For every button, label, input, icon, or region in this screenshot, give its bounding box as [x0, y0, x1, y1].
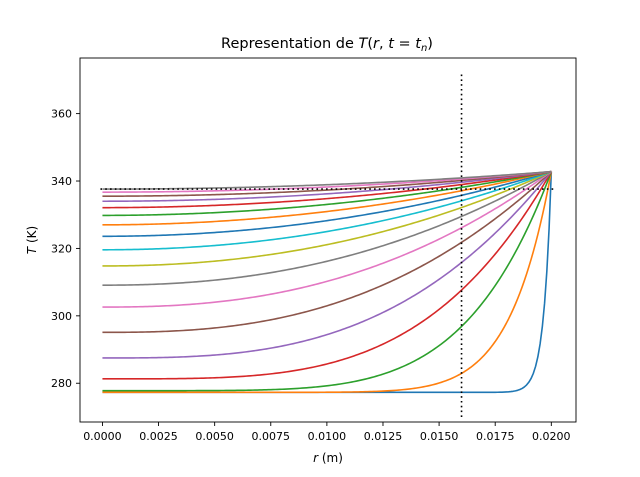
- x-tick-label: 0.0025: [139, 430, 178, 443]
- x-tick-label: 0.0000: [83, 430, 122, 443]
- x-tick-label: 0.0200: [532, 430, 571, 443]
- x-tick-label: 0.0100: [308, 430, 347, 443]
- series-line-1: [102, 171, 553, 394]
- series-line-4: [102, 171, 552, 359]
- y-axis: 280 300 320 340 360: [51, 108, 80, 390]
- series-line-8: [102, 170, 552, 267]
- y-tick-label: 340: [51, 175, 72, 188]
- series-line-10: [102, 170, 552, 238]
- x-tick-label: 0.0150: [420, 430, 459, 443]
- series-line-5: [102, 170, 552, 334]
- x-tick-label: 0.0125: [364, 430, 403, 443]
- series-line-16: [102, 170, 552, 193]
- series-line-2: [102, 171, 553, 392]
- series-line-7: [102, 170, 552, 286]
- series-line-12: [102, 170, 552, 217]
- series-line-13: [102, 170, 552, 209]
- x-tick-label: 0.0050: [195, 430, 234, 443]
- plot-area: [79, 57, 577, 423]
- series-line-9: [102, 170, 552, 251]
- x-axis-label: r (m): [313, 451, 343, 465]
- series-line-15: [102, 170, 552, 197]
- y-tick-label: 360: [51, 108, 72, 121]
- reference-lines: [100, 71, 554, 417]
- x-tick-label: 0.0175: [476, 430, 515, 443]
- series-line-14: [102, 170, 552, 203]
- series-line-6: [102, 170, 552, 308]
- series-line-11: [102, 170, 552, 226]
- y-axis-label: T (K): [25, 226, 39, 254]
- axes-frame: [79, 57, 577, 423]
- x-tick-label: 0.0075: [252, 430, 291, 443]
- x-axis: 0.0000 0.0025 0.0050 0.0075 0.0100 0.0125 0.01…: [83, 422, 571, 443]
- chart-title: Representation de T(r, t = tn): [221, 36, 433, 54]
- y-tick-label: 300: [51, 310, 72, 323]
- y-tick-label: 280: [51, 377, 72, 390]
- series-line-3: [102, 171, 553, 380]
- y-tick-label: 320: [51, 242, 72, 255]
- series-layer: [102, 170, 553, 394]
